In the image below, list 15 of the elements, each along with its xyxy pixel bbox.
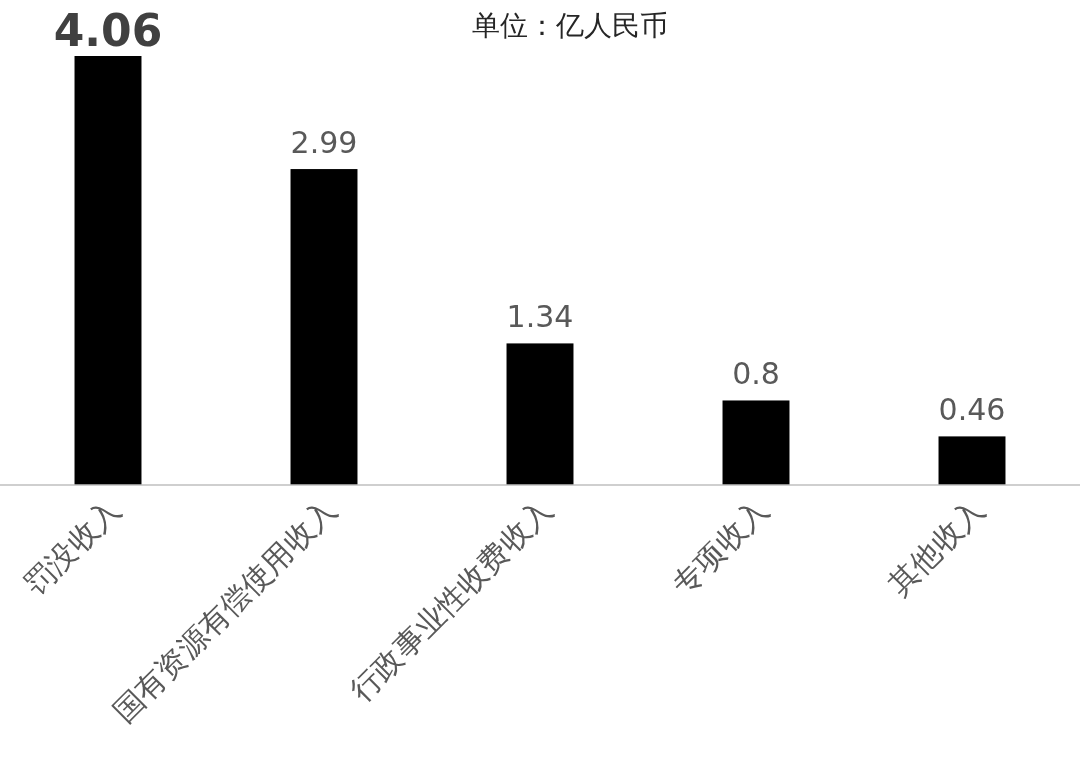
- x-tick-label: 罚没收入: [17, 492, 127, 602]
- x-tick-label: 行政事业性收费收入: [343, 492, 559, 708]
- bar: [722, 400, 790, 485]
- bar: [74, 56, 142, 485]
- data-label: 2.99: [290, 125, 358, 161]
- bar: [938, 436, 1006, 485]
- bar: [290, 169, 358, 485]
- data-label: 1.34: [506, 299, 574, 335]
- data-label: 4.06: [53, 5, 163, 56]
- x-tick-label: 其他收入: [881, 492, 991, 602]
- bar: [506, 343, 574, 485]
- x-tick-label: 专项收入: [665, 492, 775, 602]
- data-label: 0.46: [938, 392, 1006, 428]
- chart-title: 单位：亿人民币: [472, 9, 668, 42]
- data-label: 0.8: [732, 356, 780, 392]
